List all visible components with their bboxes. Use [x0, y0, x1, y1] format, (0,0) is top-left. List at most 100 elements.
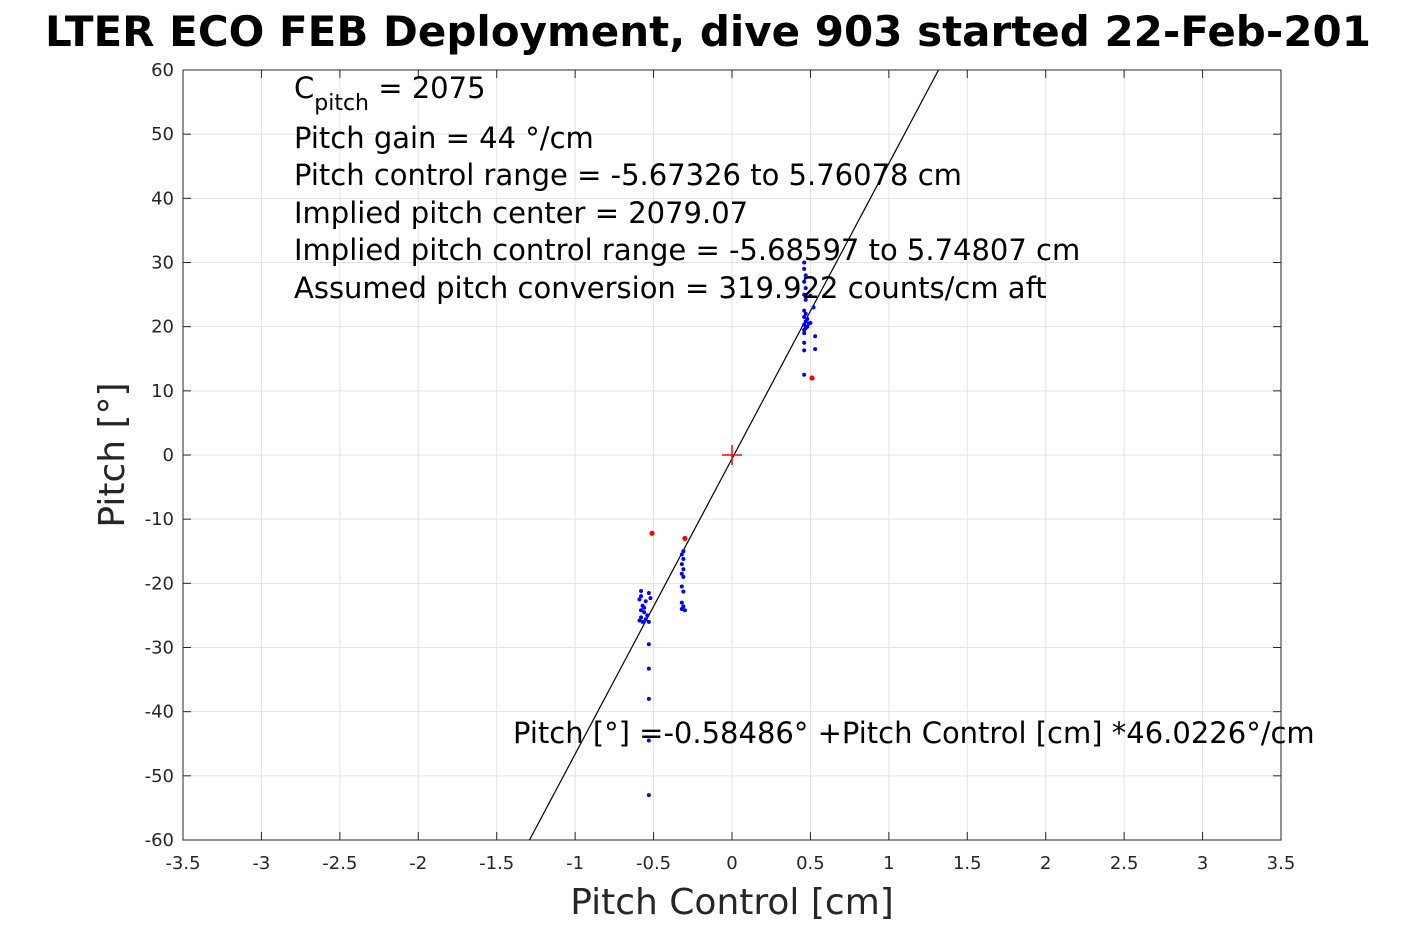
data-point: [643, 599, 648, 604]
c-pitch-main: C: [294, 71, 314, 105]
data-point: [803, 286, 808, 291]
x-tick-label: -2: [409, 853, 427, 874]
annotation-line: Pitch gain = 44 °/cm: [294, 121, 594, 155]
x-axis-label: Pitch Control [cm]: [570, 882, 894, 923]
y-tick-labels: -60 -50 -40 -30 -20 -10 0 10 20 30 40 50 60: [145, 60, 174, 851]
annotation-line: Implied pitch center = 2079.07: [294, 196, 748, 230]
data-points: [637, 260, 818, 798]
annotation-line: Pitch control range = -5.67326 to 5.7607…: [294, 158, 962, 192]
c-pitch-annotation: Cpitch = 2075: [294, 71, 486, 116]
y-tick-label: 10: [151, 381, 174, 402]
x-tick-label: -1.5: [479, 853, 514, 874]
data-point: [809, 375, 815, 381]
data-point: [803, 273, 808, 278]
data-point: [811, 305, 816, 310]
y-tick-label: 20: [151, 317, 174, 338]
data-point: [803, 311, 808, 316]
data-point: [808, 320, 813, 325]
data-point: [646, 666, 651, 671]
y-tick-label: -40: [145, 702, 174, 723]
data-point: [642, 610, 647, 615]
x-tick-label: 1: [883, 853, 894, 874]
data-point: [803, 297, 808, 302]
x-tick-label: -1: [566, 853, 584, 874]
data-point: [648, 596, 653, 601]
y-tick-label: -60: [145, 830, 174, 851]
chart-title: LTER ECO FEB Deployment, dive 903 starte…: [45, 7, 1371, 56]
plot-area-frame: [182, 69, 1282, 841]
data-point: [682, 535, 688, 542]
data-point: [802, 340, 807, 345]
fit-equation-label: Pitch [°] =-0.58486° +Pitch Control [cm]…: [513, 716, 1315, 750]
x-tick-label: 0: [726, 853, 737, 874]
data-point: [681, 556, 686, 561]
center-marker: [722, 445, 742, 465]
data-point: [803, 319, 808, 324]
data-point: [646, 738, 651, 743]
data-point: [802, 315, 807, 320]
y-axis-label: Pitch [°]: [92, 382, 133, 527]
data-point: [802, 348, 807, 353]
data-point: [679, 607, 684, 611]
y-tick-label: -50: [145, 766, 174, 787]
data-point: [681, 567, 686, 572]
x-tick-label: 2: [1040, 853, 1051, 874]
y-tick-label: -10: [145, 509, 174, 530]
data-point: [637, 618, 642, 623]
data-point: [679, 584, 684, 589]
y-tick-label: 60: [151, 60, 174, 81]
data-point: [646, 696, 651, 701]
x-tick-label: 3.5: [1267, 853, 1296, 874]
data-point: [813, 347, 818, 352]
data-point: [646, 642, 651, 647]
y-tick-label: 50: [151, 124, 174, 145]
data-point: [802, 327, 807, 332]
grid-lines: [182, 69, 1282, 841]
data-point: [802, 260, 807, 265]
c-pitch-value: = 2075: [369, 71, 486, 105]
data-point: [681, 574, 686, 579]
y-tick-label: -20: [145, 573, 174, 594]
x-tick-label: 3: [1197, 853, 1208, 874]
annotation-line: Implied pitch control range = -5.68597 t…: [294, 233, 1080, 267]
data-point: [639, 594, 644, 599]
annotation-line: Assumed pitch conversion = 319.922 count…: [294, 271, 1047, 305]
data-point: [639, 608, 644, 613]
x-tick-label: -0.5: [636, 853, 671, 874]
data-point: [679, 562, 684, 567]
data-point: [802, 331, 807, 336]
data-point: [642, 605, 647, 610]
data-point: [808, 293, 813, 298]
data-point: [645, 613, 650, 618]
data-point: [802, 308, 807, 313]
y-tick-label: 30: [151, 253, 174, 274]
data-point: [681, 589, 686, 594]
data-point: [649, 530, 655, 536]
data-point: [813, 334, 818, 339]
data-point: [679, 552, 684, 557]
data-point: [637, 597, 642, 602]
data-point: [679, 600, 684, 605]
data-point: [640, 619, 645, 624]
data-point: [679, 571, 684, 576]
data-point: [802, 266, 807, 271]
x-tick-label: 1.5: [953, 853, 982, 874]
y-tick-label: 0: [163, 445, 174, 466]
data-point: [643, 617, 648, 622]
y-tick-label: -30: [145, 638, 174, 659]
data-point: [802, 279, 807, 284]
x-tick-label: -3: [252, 853, 270, 874]
x-tick-labels: -3.5 -3 -2.5 -2 -1.5 -1 -0.5 0 0.5 1 1.5 2 2.5 3 3.5: [165, 853, 1295, 874]
data-point: [639, 589, 644, 594]
annotation-block: Cpitch = 2075 Pitch gain = 44 °/cm Pitch…: [294, 71, 1080, 305]
y-tick-label: 40: [151, 188, 174, 209]
data-point: [681, 549, 686, 554]
data-point: [802, 292, 807, 297]
data-point: [802, 372, 807, 377]
x-tick-label: -3.5: [165, 853, 200, 874]
data-point: [646, 793, 651, 798]
data-point: [682, 608, 687, 613]
data-point: [802, 322, 807, 327]
x-tick-label: 0.5: [796, 853, 825, 874]
